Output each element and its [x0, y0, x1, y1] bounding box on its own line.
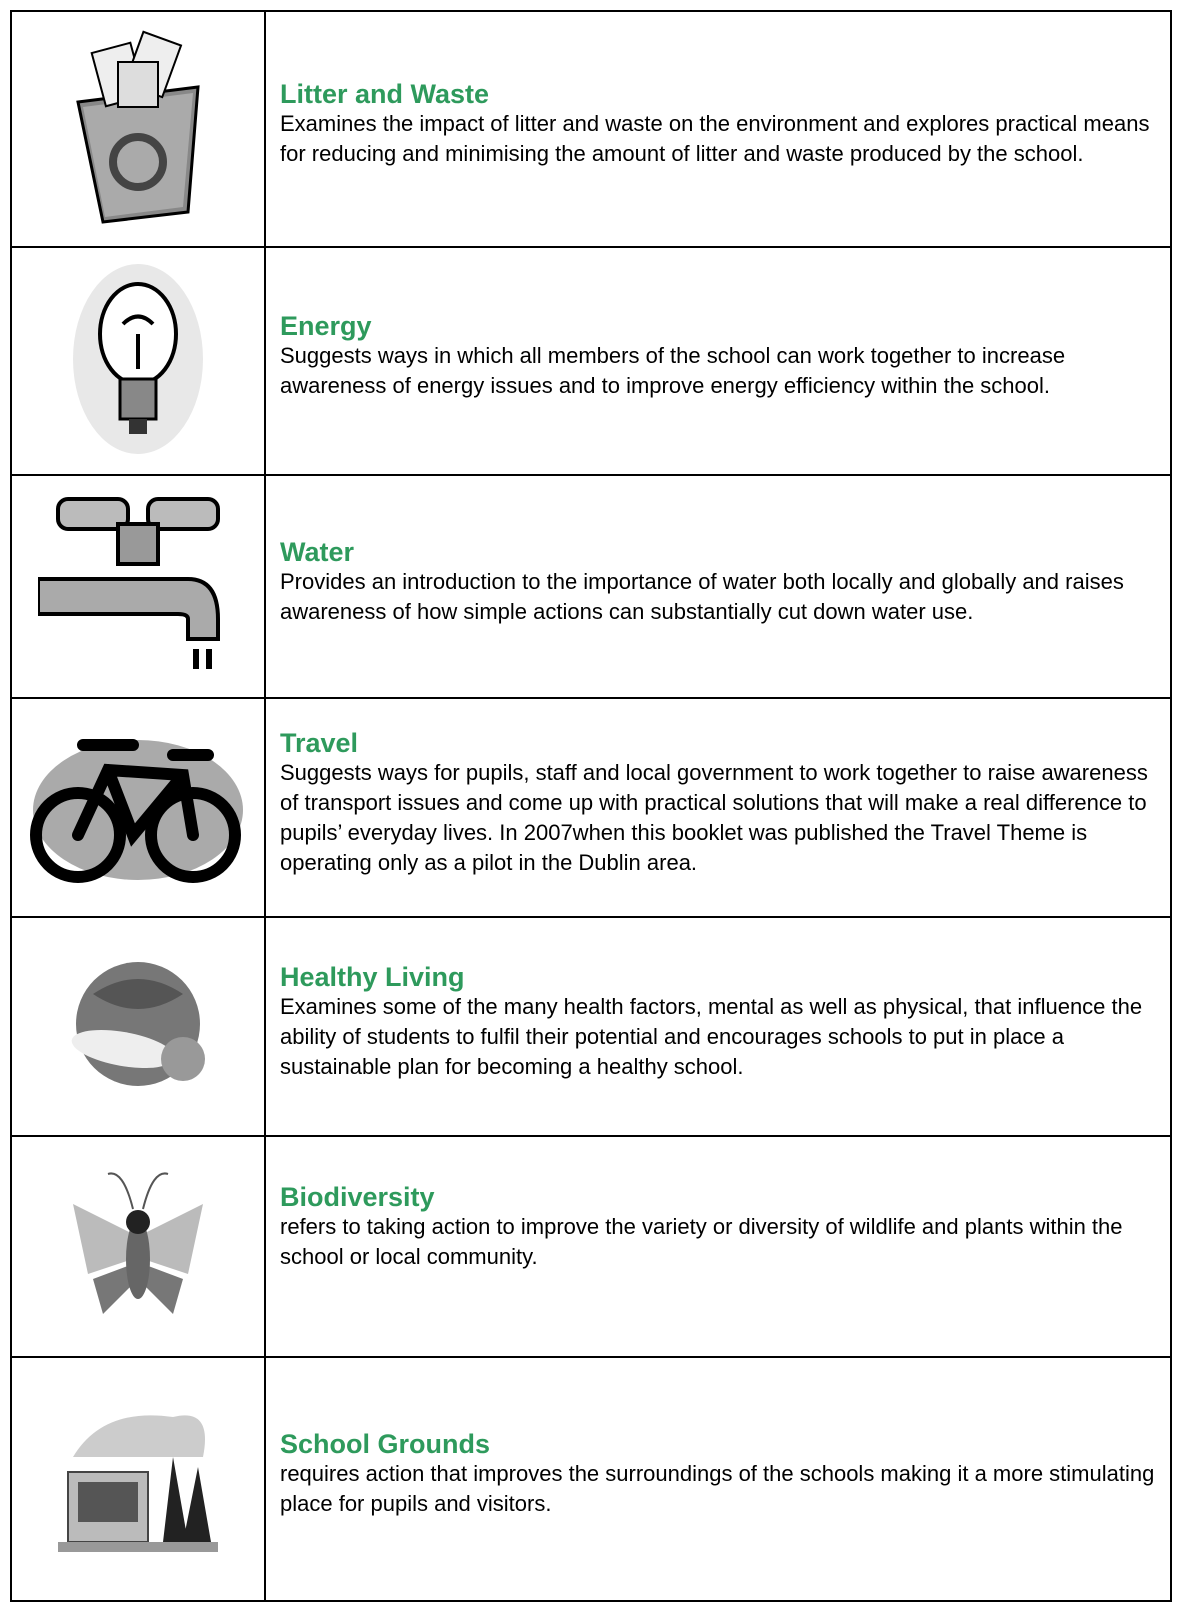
- fruit-icon: [71, 962, 205, 1086]
- row: Water Provides an introduction to the imp…: [10, 474, 1172, 699]
- icon-cell: [10, 1135, 266, 1358]
- row: Energy Suggests ways in which all members…: [10, 246, 1172, 476]
- theme-text: Examines the impact of litter and waste …: [280, 111, 1150, 166]
- row: School Grounds requires action that impro…: [10, 1356, 1172, 1602]
- row: Travel Suggests ways for pupils, staff an…: [10, 697, 1172, 918]
- icon-cell: [10, 1356, 266, 1602]
- icon-cell: [10, 246, 266, 476]
- butterfly-icon: [73, 1172, 203, 1314]
- icon-cell: [10, 916, 266, 1137]
- theme-text: Suggests ways in which all members of th…: [280, 343, 1066, 398]
- text-cell: Travel Suggests ways for pupils, staff an…: [264, 697, 1172, 918]
- theme-text: Suggests ways for pupils, staff and loca…: [280, 759, 1148, 875]
- text-cell: Water Provides an introduction to the imp…: [264, 474, 1172, 699]
- tap-icon: [36, 497, 220, 669]
- theme-title: Litter and Waste: [280, 79, 490, 109]
- bicycle-icon: [30, 739, 243, 883]
- theme-title: Water: [280, 536, 355, 567]
- theme-title: Energy: [280, 311, 372, 341]
- icon-cell: [10, 10, 266, 248]
- theme-title: Travel: [280, 727, 359, 758]
- row: Litter and Waste Examines the impact of l…: [10, 10, 1172, 248]
- icon-cell: [10, 474, 266, 699]
- theme-text: Provides an introduction to the importan…: [280, 568, 1124, 624]
- theme-text: refers to taking action to improve the v…: [280, 1213, 1123, 1269]
- theme-title: Healthy Living: [280, 961, 465, 992]
- text-cell: Litter and Waste Examines the impact of l…: [264, 10, 1172, 248]
- row: Biodiversity refers to taking action to i…: [10, 1135, 1172, 1358]
- school-icon: [58, 1414, 218, 1552]
- row: Healthy Living Examines some of the many …: [10, 916, 1172, 1137]
- theme-text: requires action that improves the surrou…: [280, 1461, 1155, 1516]
- bulb-icon: [73, 263, 203, 454]
- theme-title: School Grounds: [280, 1429, 491, 1459]
- text-cell: School Grounds requires action that impro…: [264, 1356, 1172, 1602]
- themes-table: Litter and Waste Examines the impact of l…: [10, 10, 1172, 1602]
- text-cell: Energy Suggests ways in which all members…: [264, 246, 1172, 476]
- icon-cell: [10, 697, 266, 918]
- theme-text: Examines some of the many health factors…: [280, 993, 1143, 1079]
- theme-title: Biodiversity: [280, 1181, 435, 1212]
- text-cell: Biodiversity refers to taking action to i…: [264, 1135, 1172, 1358]
- text-cell: Healthy Living Examines some of the many …: [264, 916, 1172, 1137]
- bin-icon: [76, 30, 200, 224]
